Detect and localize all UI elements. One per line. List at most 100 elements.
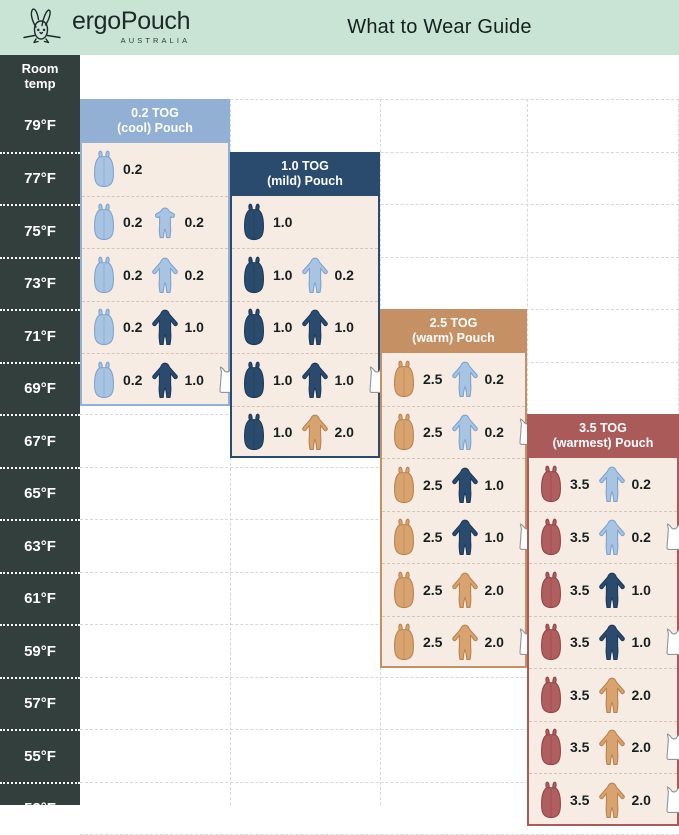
sleeping-bag-icon bbox=[394, 518, 414, 556]
tog-row[interactable]: 0.2 1.0 bbox=[82, 353, 235, 406]
tog-value: 3.5 bbox=[570, 581, 590, 598]
garment-item: 1.0 bbox=[239, 411, 300, 453]
sleeping-bag-icon bbox=[94, 150, 114, 188]
sleeping-bag-icon bbox=[94, 256, 114, 293]
garment-item: 1.0 bbox=[300, 359, 361, 401]
tog-header-line2: (warmest) Pouch bbox=[552, 436, 654, 450]
tog-row[interactable]: 1.0 1.0 bbox=[232, 353, 385, 406]
tog-value: 3.5 bbox=[570, 529, 590, 546]
tog-row[interactable]: 2.5 0.2 bbox=[382, 353, 525, 406]
grid-hline bbox=[80, 676, 679, 678]
long-sleeve-onesie-icon bbox=[599, 624, 626, 661]
room-temp-cell: 57°F bbox=[0, 676, 80, 730]
garment-item: 1.0 bbox=[239, 254, 300, 296]
sleeping-bag-icon bbox=[244, 203, 264, 240]
garment-item: 0.2 bbox=[450, 358, 511, 400]
sleeping-bag-icon bbox=[394, 571, 414, 608]
tog-row[interactable]: 2.5 1.0 bbox=[382, 458, 525, 511]
garment-item: 1.0 bbox=[450, 516, 511, 558]
grid-hline bbox=[80, 624, 679, 625]
long-sleeve-onesie-icon bbox=[302, 362, 329, 398]
long-sleeve-onesie-icon bbox=[599, 677, 626, 713]
tog-value: 2.5 bbox=[423, 371, 443, 388]
garment-item: 2.0 bbox=[450, 569, 511, 611]
tog-row[interactable]: 3.5 1.0 bbox=[529, 615, 679, 669]
garment-item: 3.5 bbox=[536, 674, 597, 716]
tog-row[interactable]: 0.2 0.2 bbox=[82, 248, 228, 301]
tog-row[interactable]: 2.5 0.2 bbox=[382, 405, 535, 459]
tog-value: 1.0 bbox=[184, 371, 204, 388]
tog-row[interactable]: 2.5 2.0 bbox=[382, 563, 525, 616]
long-sleeve-onesie-icon bbox=[152, 257, 179, 293]
tog-row[interactable]: 2.5 2.0 bbox=[382, 615, 535, 669]
long-sleeve-onesie-icon bbox=[302, 257, 329, 293]
room-temp-column: Room temp 79°F 77°F 75°F 73°F 71°F 69°F 67°F 65… bbox=[0, 55, 80, 817]
garment-item: 0.2 bbox=[300, 254, 361, 296]
tog-row[interactable]: 3.5 2.0 bbox=[529, 720, 679, 774]
tog-row[interactable]: 0.2 0.2 bbox=[82, 195, 228, 249]
singlet-icon bbox=[666, 786, 679, 813]
tog-value: 2.5 bbox=[423, 529, 443, 546]
garment-item: 1.0 bbox=[239, 201, 300, 243]
tog-column-header: 0.2 TOG (cool) Pouch bbox=[80, 99, 230, 143]
tog-column-c35[interactable]: 3.5 TOG (warmest) Pouch 3.5 0.2 3.5 0.2 3.5 1.0… bbox=[527, 414, 679, 826]
tog-row[interactable]: 3.5 2.0 bbox=[529, 668, 677, 721]
tog-value: 0.2 bbox=[334, 266, 354, 283]
tog-value: 0.2 bbox=[123, 371, 143, 388]
garment-item: 0.2 bbox=[89, 201, 150, 243]
tog-row[interactable]: 3.5 2.0 bbox=[529, 773, 679, 826]
page-banner: ergoPouch AUSTRALIA What to Wear Guide bbox=[0, 0, 679, 55]
tog-row[interactable]: 1.0 0.2 bbox=[232, 248, 378, 301]
sleeping-bag-icon bbox=[244, 413, 264, 451]
tog-column-c02[interactable]: 0.2 TOG (cool) Pouch 0.2 0.2 0.2 0.2 0.2 0.2 1.0… bbox=[80, 99, 235, 406]
long-sleeve-onesie-icon bbox=[599, 572, 626, 608]
sleeping-bag-icon bbox=[541, 728, 561, 766]
garment-item: 2.0 bbox=[597, 726, 658, 768]
singlet-icon bbox=[666, 628, 679, 656]
tog-row[interactable]: 2.5 1.0 bbox=[382, 510, 535, 564]
room-temp-header-line2: temp bbox=[24, 76, 56, 91]
tog-row[interactable]: 0.2 bbox=[82, 143, 228, 196]
tog-column-c25[interactable]: 2.5 TOG (warm) Pouch 2.5 0.2 2.5 0.2 2.5 1.0 2.5… bbox=[380, 309, 535, 669]
tog-value: 0.2 bbox=[123, 319, 143, 336]
garment-item: 2.5 bbox=[389, 358, 450, 400]
room-temp-cell: 67°F bbox=[0, 414, 80, 467]
garment-item: 3.5 bbox=[536, 779, 597, 821]
tog-row[interactable]: 3.5 0.2 bbox=[529, 458, 677, 511]
tog-value: 0.2 bbox=[123, 161, 143, 178]
tog-row[interactable]: 3.5 0.2 bbox=[529, 510, 679, 564]
tog-row[interactable]: 1.0 1.0 bbox=[232, 300, 378, 354]
tog-value: 0.2 bbox=[184, 214, 204, 231]
tog-value: 2.0 bbox=[484, 581, 504, 598]
tog-column-body: 0.2 0.2 0.2 0.2 0.2 0.2 1.0 0.2 1.0 bbox=[80, 143, 235, 406]
sleeping-bag-icon bbox=[244, 361, 264, 398]
tog-value: 0.2 bbox=[631, 476, 651, 493]
tog-value: 1.0 bbox=[484, 529, 504, 546]
garment-item: 1.0 bbox=[150, 306, 211, 348]
garment-item: 0.2 bbox=[89, 306, 150, 348]
tog-column-c10[interactable]: 1.0 TOG (mild) Pouch 1.0 1.0 0.2 1.0 1.0 1.0 1.0… bbox=[230, 151, 385, 459]
sleeping-bag-icon bbox=[394, 360, 414, 398]
tog-value: 1.0 bbox=[484, 476, 504, 493]
tog-row[interactable]: 3.5 1.0 bbox=[529, 563, 677, 616]
tog-value: 0.2 bbox=[123, 214, 143, 231]
garment-item: 3.5 bbox=[536, 621, 597, 663]
tog-value: 2.5 bbox=[423, 424, 443, 441]
tog-header-line1: 3.5 TOG bbox=[579, 421, 627, 435]
room-temp-cell: 59°F bbox=[0, 624, 80, 677]
tog-header-line1: 1.0 TOG bbox=[281, 158, 329, 173]
sleeping-bag-icon bbox=[94, 203, 114, 241]
room-temp-cell: 61°F bbox=[0, 571, 80, 625]
grid-hline bbox=[80, 781, 679, 783]
long-sleeve-onesie-icon bbox=[452, 361, 479, 398]
tog-value: 1.0 bbox=[631, 634, 651, 651]
tog-column-header: 3.5 TOG (warmest) Pouch bbox=[527, 414, 679, 458]
garment-item: 1.0 bbox=[239, 306, 300, 348]
tog-value: 2.0 bbox=[631, 791, 651, 808]
tog-row[interactable]: 1.0 2.0 bbox=[232, 405, 378, 459]
tog-row[interactable]: 0.2 1.0 bbox=[82, 300, 228, 354]
tog-row[interactable]: 1.0 bbox=[232, 196, 378, 249]
tog-value: 3.5 bbox=[570, 791, 590, 808]
garment-item: 1.0 bbox=[300, 306, 361, 348]
tog-header-line2: (mild) Pouch bbox=[267, 173, 343, 188]
